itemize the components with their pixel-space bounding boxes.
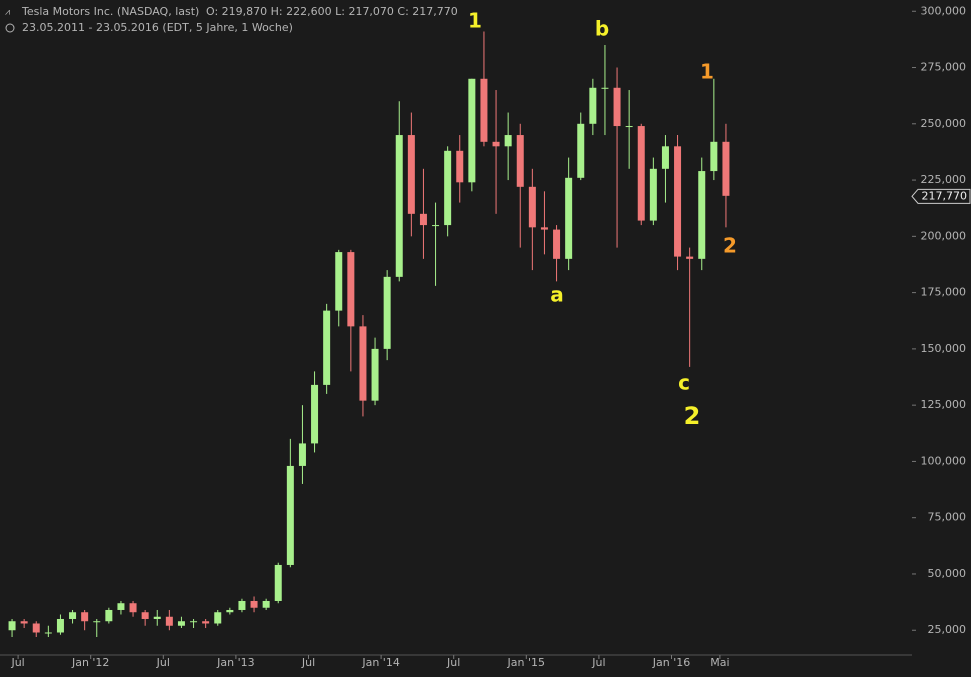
annotation: 1: [468, 9, 482, 33]
candle-body: [577, 123, 585, 178]
candle-body: [710, 141, 718, 172]
candle-body: [274, 564, 282, 601]
x-tick-label: Mai: [710, 656, 729, 669]
candle-body: [480, 78, 488, 142]
candle-body: [698, 171, 706, 259]
candle-body: [528, 186, 536, 228]
annotation: 2: [684, 402, 701, 430]
candle-body: [456, 150, 464, 183]
candle-body: [661, 146, 669, 169]
y-tick-label: 200,000: [921, 229, 967, 242]
clock-icon: [5, 23, 15, 33]
candle-body: [589, 87, 597, 124]
last-price-label: 217,770: [922, 189, 968, 202]
candle-body: [637, 126, 645, 221]
x-tick-label: Jan '12: [71, 656, 109, 669]
candle-body: [335, 252, 343, 311]
candle-body: [117, 603, 125, 610]
candle-body: [565, 177, 573, 259]
candle-body: [214, 612, 222, 624]
candle-body: [347, 252, 355, 327]
y-tick-label: 275,000: [921, 61, 967, 74]
candle-body: [371, 348, 379, 401]
candle-body: [359, 326, 367, 401]
x-tick-label: Jan '13: [216, 656, 254, 669]
candle-body: [468, 78, 476, 183]
candle-body: [298, 443, 306, 466]
candle-body: [601, 87, 609, 89]
candle-body: [238, 600, 246, 610]
candle-body: [190, 621, 198, 623]
candle-body: [407, 135, 415, 214]
candle-body: [153, 616, 161, 619]
annotation: b: [595, 17, 609, 41]
subtitle: 23.05.2011 - 23.05.2016 (EDT, 5 Jahre, 1…: [22, 21, 293, 34]
candle-body: [444, 150, 452, 226]
quote: O: 219,870 H: 222,600 L: 217,070 C: 217,…: [206, 5, 458, 18]
x-tick-label: Jan '14: [361, 656, 399, 669]
candle-body: [649, 168, 657, 221]
candle-body: [141, 612, 149, 619]
candle-body: [56, 618, 64, 633]
x-tick-label: Jul: [301, 656, 315, 669]
chart-title: Tesla Motors Inc. (NASDAQ, last): [21, 5, 199, 18]
candle-body: [226, 609, 234, 613]
candle-body: [8, 621, 16, 631]
y-tick-label: 100,000: [921, 454, 967, 467]
annotation: 1: [700, 60, 714, 84]
x-tick-label: Jul: [591, 656, 605, 669]
candle-body: [625, 126, 633, 128]
candle-body: [69, 612, 77, 619]
y-tick-label: 75,000: [928, 511, 967, 524]
x-tick-label: Jan '15: [507, 656, 545, 669]
candle-body: [540, 227, 548, 230]
candle-body: [674, 146, 682, 257]
candle-body: [165, 616, 173, 626]
annotation: a: [550, 283, 564, 307]
x-tick-label: Jul: [156, 656, 170, 669]
y-tick-label: 300,000: [921, 4, 967, 17]
candle-body: [432, 225, 440, 227]
y-tick-label: 250,000: [921, 117, 967, 130]
candle-body: [177, 621, 185, 626]
candle-body: [105, 609, 113, 622]
candle-body: [129, 603, 137, 613]
candle-body: [250, 600, 258, 608]
candle-body: [395, 135, 403, 277]
candle-body: [613, 87, 621, 127]
y-tick-label: 175,000: [921, 286, 967, 299]
annotation: 2: [723, 234, 737, 258]
candle-body: [516, 135, 524, 187]
candle-body: [262, 600, 270, 608]
icon: ⩘: [5, 8, 10, 18]
candle-body: [32, 623, 40, 633]
x-tick-label: Jul: [446, 656, 460, 669]
x-tick-label: Jul: [10, 656, 24, 669]
candle-body: [202, 621, 210, 624]
candle-body: [504, 135, 512, 147]
candle-body: [81, 612, 89, 622]
candle-body: [492, 141, 500, 147]
candle-body: [311, 384, 319, 444]
candle-body: [419, 213, 427, 226]
candle-body: [286, 465, 294, 565]
y-tick-label: 25,000: [928, 623, 967, 636]
last-price-tag: [911, 188, 971, 204]
candle-body: [686, 256, 694, 259]
y-tick-label: 125,000: [921, 398, 967, 411]
candle-body: [93, 621, 101, 623]
annotation: c: [678, 371, 690, 395]
y-tick-label: 150,000: [921, 342, 967, 355]
candle-body: [20, 621, 28, 624]
x-tick-label: Jan '16: [652, 656, 690, 669]
y-tick-label: 50,000: [928, 567, 967, 580]
candle-body: [722, 141, 730, 196]
y-tick-label: 225,000: [921, 173, 967, 186]
candle-body: [383, 276, 391, 349]
candle-body: [44, 632, 52, 634]
candle-body: [323, 310, 331, 385]
candle-body: [553, 229, 561, 259]
